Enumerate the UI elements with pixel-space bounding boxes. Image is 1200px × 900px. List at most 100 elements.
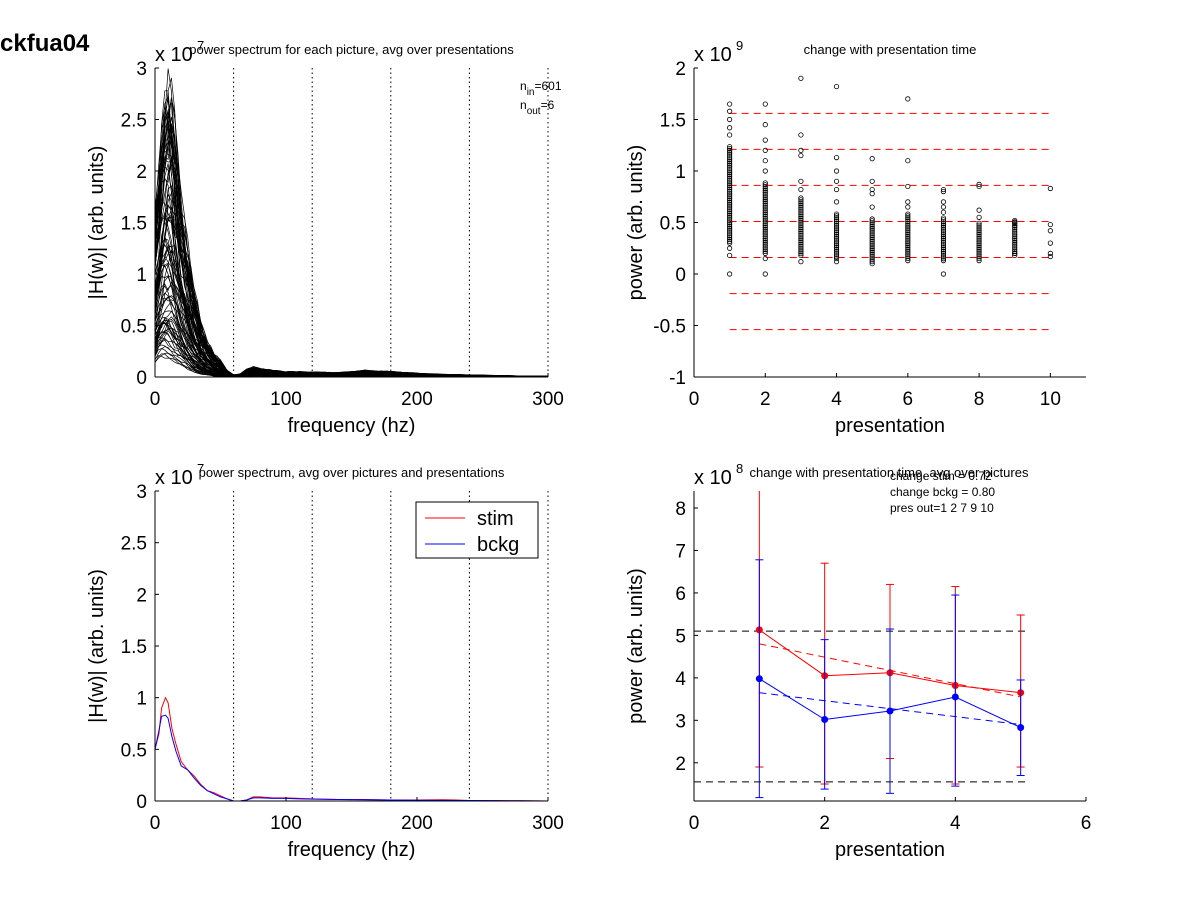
scatter-point [762, 182, 768, 188]
x-tick-label: 6 [1081, 813, 1092, 834]
panel-title: power spectrum for each picture, avg ove… [189, 42, 514, 57]
data-point [886, 707, 894, 715]
spectrum-line [154, 102, 548, 377]
scatter-point [905, 158, 911, 164]
scatter-point [976, 181, 982, 187]
scatter-point [1012, 239, 1018, 245]
scatter-column [905, 96, 911, 264]
scatter-point [1047, 253, 1053, 260]
scatter-point [940, 235, 947, 241]
scatter-point [798, 206, 804, 212]
spectrum-line [154, 111, 548, 377]
scatter-point [727, 145, 733, 152]
scatter-point [798, 239, 804, 246]
scatter-point [869, 229, 875, 235]
scatter-point [940, 204, 947, 210]
panel-change-avg-over-pictures: 0 2 4 6 2 3 4 5 6 7 8 presentation power (arb. units… [625, 461, 1091, 861]
scatter-point [869, 178, 875, 184]
scatter-point [727, 205, 733, 211]
scatter-point [1012, 248, 1018, 255]
scatter-point [727, 197, 733, 204]
scatter-point [762, 210, 768, 216]
scatter-point [833, 241, 840, 247]
scatter-point [869, 227, 875, 233]
scatter-point [940, 189, 947, 195]
scatter-point [833, 220, 840, 226]
scatter-point [762, 147, 768, 153]
scatter-point [762, 202, 768, 208]
scatter-point [833, 239, 840, 245]
scatter-point [869, 191, 875, 197]
scatter-point [976, 233, 982, 239]
spectrum-line [154, 206, 548, 377]
scatter-point [833, 255, 840, 262]
spectrum-line [154, 116, 549, 377]
x-tick-label: 2 [760, 389, 771, 410]
y-tick-label: 0.5 [121, 317, 147, 338]
scatter-column [833, 83, 840, 265]
scatter-point [727, 218, 733, 224]
scatter-point [1012, 250, 1018, 256]
trend-line [759, 692, 1021, 726]
y-multiplier-base: x 10 [155, 44, 193, 66]
scatter-point [905, 255, 911, 262]
spectrum-line [154, 110, 549, 377]
scatter-point [976, 214, 982, 220]
scatter-point [905, 217, 911, 223]
spectrum-line [154, 157, 549, 377]
x-axis-label: presentation [835, 415, 945, 437]
scatter-point [869, 249, 875, 255]
scatter-point [976, 254, 982, 260]
x-tick-label: 300 [532, 389, 564, 410]
spectrum-line [154, 134, 548, 377]
scatter-point [905, 239, 911, 245]
spectrum-line [154, 214, 548, 377]
y-tick-label: 2 [675, 754, 686, 775]
scatter-point [727, 245, 733, 251]
scatter-point [798, 259, 804, 265]
scatter-point [798, 251, 804, 257]
scatter-point [905, 242, 911, 249]
scatter-point [727, 201, 733, 207]
x-tick-label: 100 [270, 813, 302, 834]
scatter-point [727, 238, 733, 244]
scatter-point [1012, 222, 1018, 229]
scatter-point [762, 226, 768, 232]
panel-title: change with presentation time [804, 42, 977, 57]
scatter-point [833, 217, 840, 223]
scatter-point [976, 220, 982, 226]
y-multiplier-exponent: 7 [197, 38, 204, 53]
y-tick-label: 1.5 [121, 637, 147, 658]
legend-label-stim: stim [477, 508, 514, 530]
scatter-point [762, 213, 768, 219]
scatter-point [940, 226, 947, 232]
scatter-point [727, 181, 733, 187]
scatter-point [762, 184, 768, 190]
scatter-point [905, 258, 911, 264]
y-tick-label: 1 [136, 265, 147, 286]
scatter-point [940, 230, 947, 236]
scatter-point [762, 224, 768, 231]
panel-power-spectrum-each-picture: 0 100 200 300 0 0.5 1 1.5 2 2.5 3 frequency (hz) |H(… [86, 38, 564, 437]
scatter-point [727, 252, 733, 259]
scatter-point [727, 125, 733, 131]
scatter-point [869, 233, 875, 239]
scatter-point [762, 245, 768, 251]
scatter-point [976, 242, 982, 249]
scatter-point [905, 211, 911, 217]
scatter-point [869, 251, 875, 257]
scatter-point [762, 247, 768, 253]
x-tick-label: 10 [1040, 389, 1061, 410]
scatter-point [940, 233, 947, 240]
scatter-point [762, 235, 768, 242]
panel-title: power spectrum, avg over pictures and pr… [199, 465, 505, 480]
scatter-point [905, 228, 911, 234]
y-tick-label: 3 [675, 711, 686, 732]
scatter-column [940, 186, 947, 277]
scatter-point [869, 236, 875, 242]
data-point [951, 693, 959, 701]
scatter-column [976, 181, 982, 264]
scatter-point [798, 221, 804, 227]
scatter-point [762, 234, 768, 240]
scatter-point [762, 200, 768, 206]
